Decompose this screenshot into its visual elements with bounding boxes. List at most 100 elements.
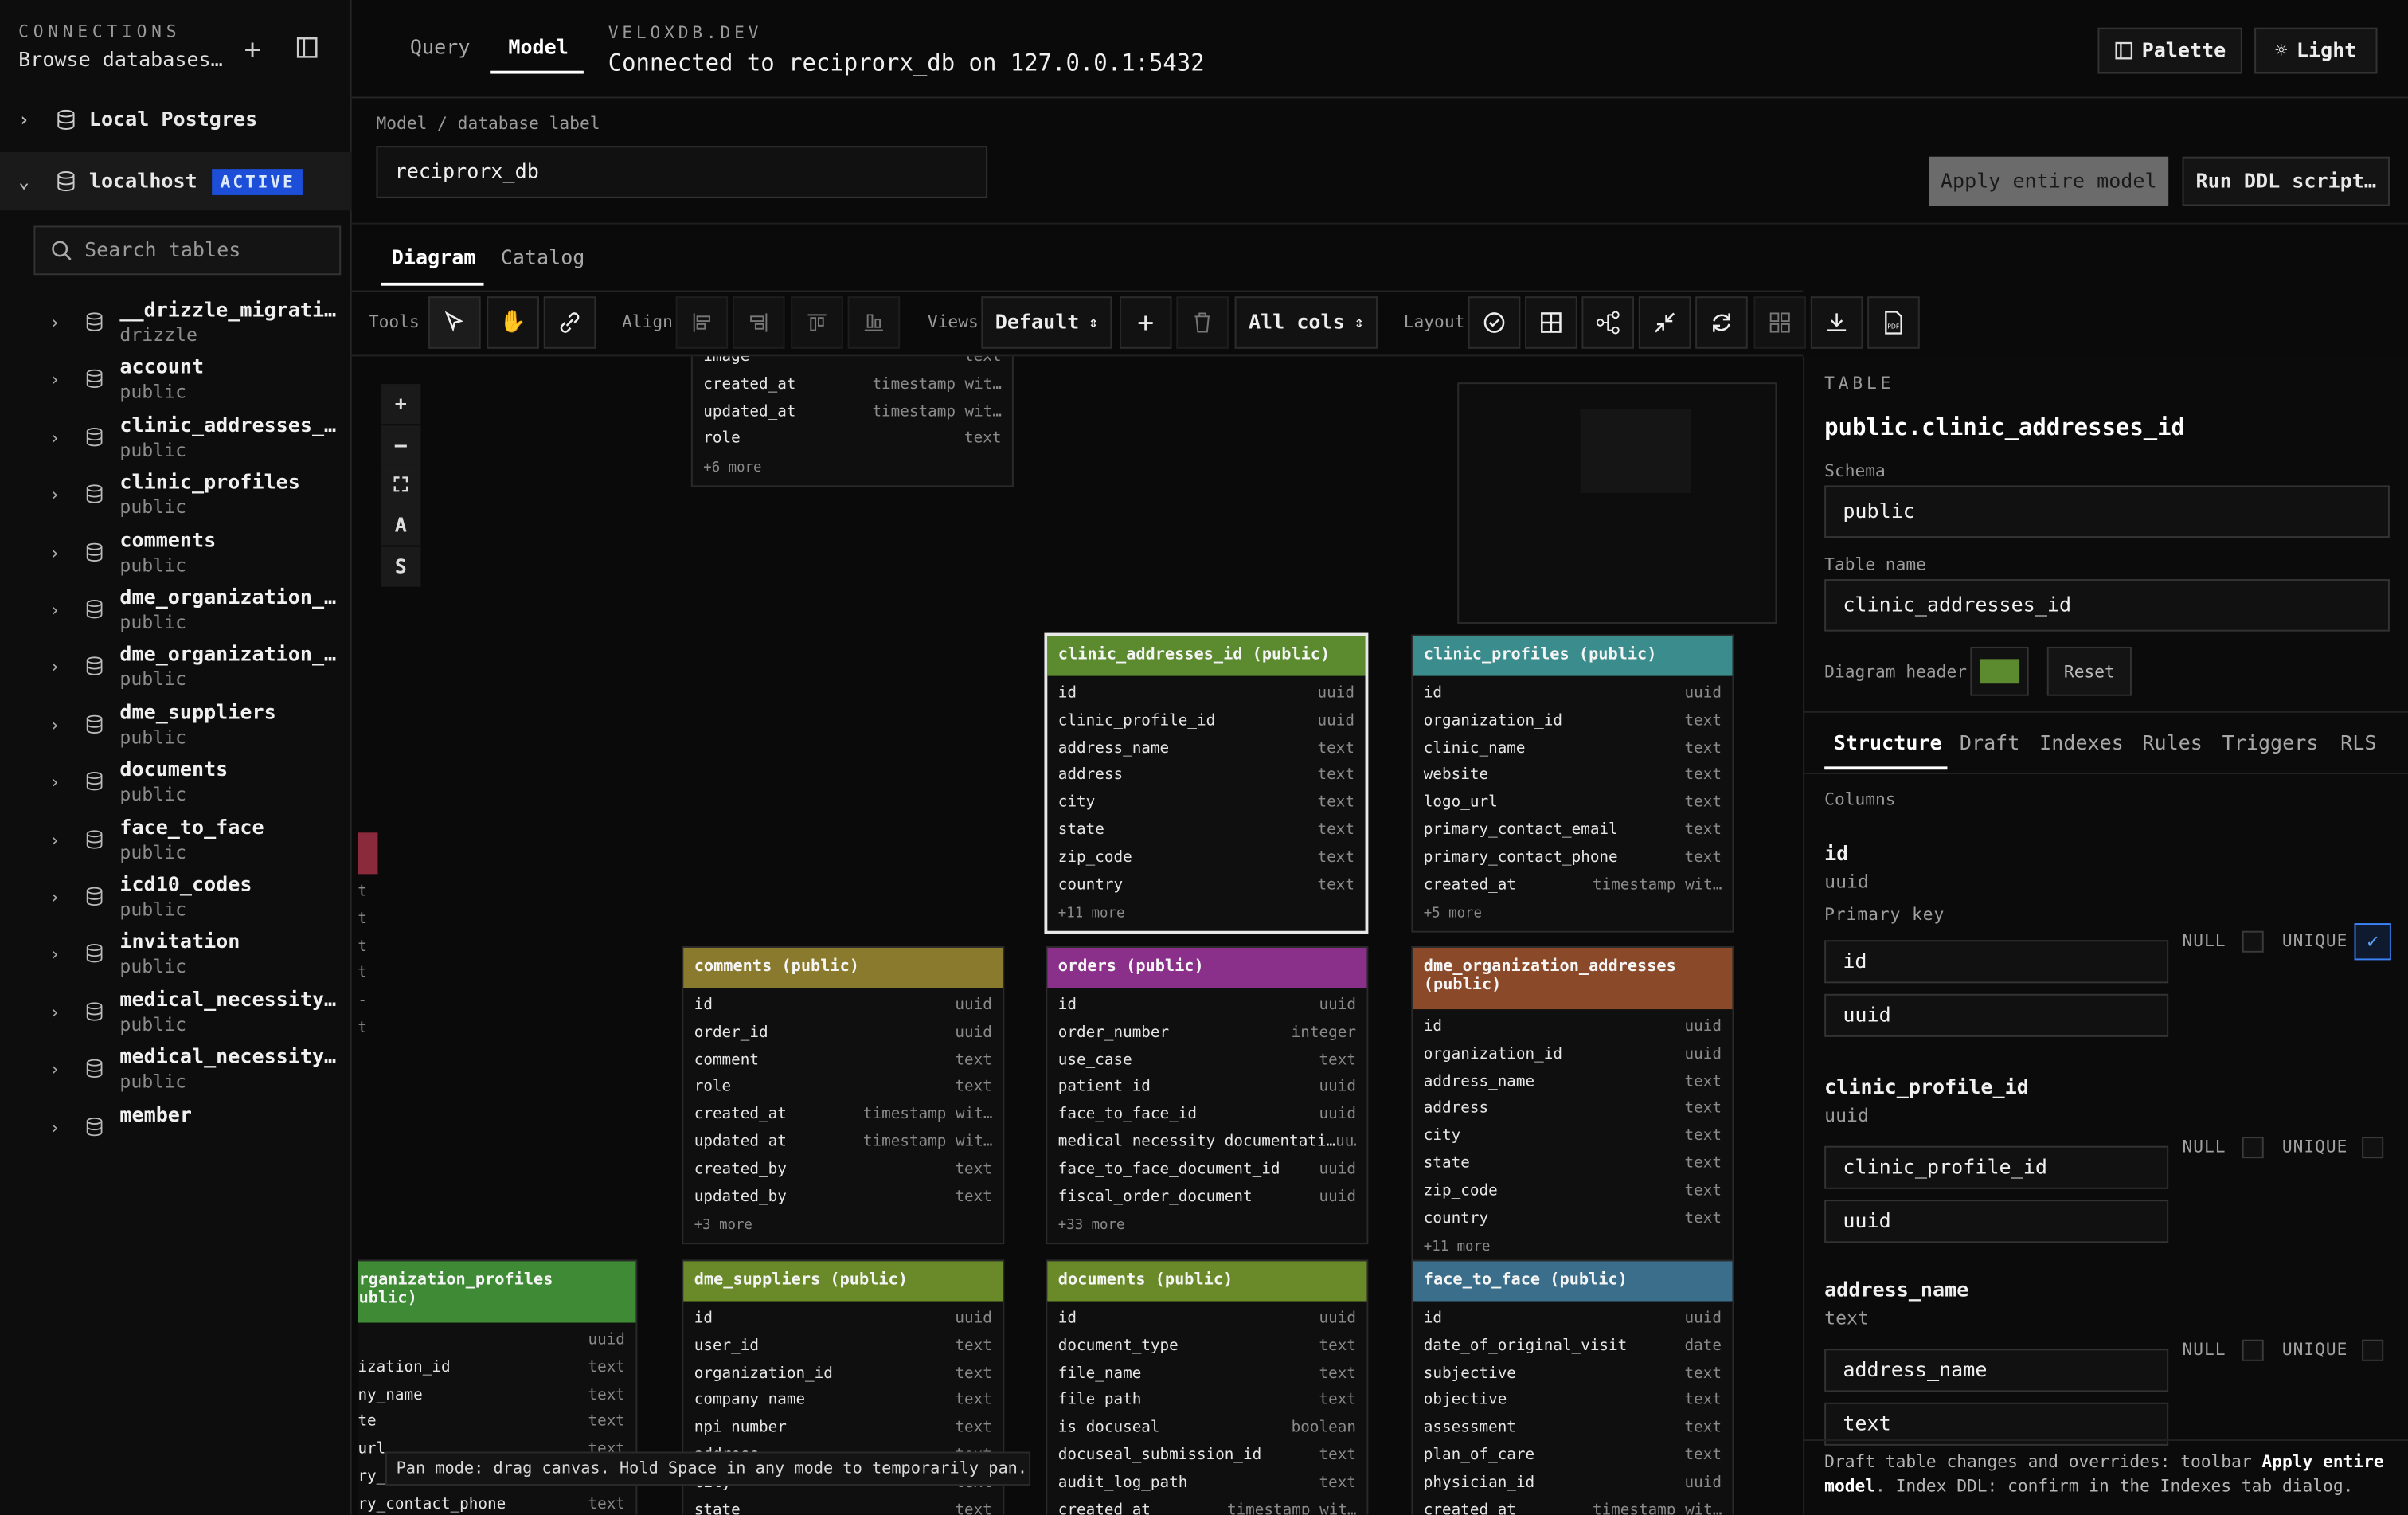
- tree-layout-button[interactable]: [1581, 296, 1635, 349]
- unique-checkbox[interactable]: [2362, 1339, 2384, 1361]
- pan-tool-button[interactable]: ✋: [487, 296, 539, 349]
- align-left-button[interactable]: [675, 296, 729, 349]
- compact-button[interactable]: [1638, 296, 1691, 349]
- schema-input[interactable]: public: [1824, 485, 2390, 538]
- column-name-input[interactable]: id: [1824, 940, 2169, 984]
- tab-query[interactable]: Query: [409, 37, 471, 61]
- export-pdf-button[interactable]: PDF: [1867, 296, 1920, 349]
- table-card-clinic-addresses-id[interactable]: clinic_addresses_id (public) id uuid clinic…: [1044, 632, 1369, 935]
- tab-catalog[interactable]: Catalog: [500, 247, 585, 271]
- add-view-button[interactable]: +: [1119, 296, 1172, 349]
- sidebar-table-item[interactable]: › clinic_addresses_… public: [0, 414, 352, 471]
- tab-triggers[interactable]: Triggers: [2222, 732, 2319, 756]
- link-tool-button[interactable]: [543, 296, 596, 349]
- table-schema: drizzle: [119, 323, 197, 346]
- column-name: audit_log_path: [1057, 1474, 1188, 1492]
- table-card-face-to-face[interactable]: face_to_face (public) id uuid date_of_origi…: [1411, 1259, 1734, 1515]
- tab-diagram[interactable]: Diagram: [391, 247, 476, 271]
- fit-view-button[interactable]: ⛶: [381, 465, 421, 506]
- zoom-out-button[interactable]: —: [381, 425, 421, 466]
- search-tables-field[interactable]: Search tables: [33, 225, 342, 276]
- views-select[interactable]: Default ⇕: [981, 296, 1112, 349]
- sidebar-table-item[interactable]: › member: [0, 1104, 352, 1161]
- unique-checkbox-checked[interactable]: ✓: [2354, 923, 2391, 961]
- connection-local-postgres[interactable]: › Local Postgres: [0, 91, 352, 149]
- sidebar-table-item[interactable]: › dme_organization_… public: [0, 644, 352, 701]
- tab-structure[interactable]: Structure: [1833, 732, 1942, 756]
- table-card-documents[interactable]: documents (public) id uuid document_type tex…: [1046, 1259, 1369, 1515]
- connection-localhost[interactable]: ⌄ localhost ACTIVE: [0, 151, 352, 211]
- add-connection-icon[interactable]: +: [244, 33, 261, 66]
- auto-layout-button[interactable]: [1468, 296, 1521, 349]
- minimap[interactable]: [1457, 382, 1777, 624]
- column-name-input[interactable]: clinic_profile_id: [1824, 1145, 2169, 1189]
- download-button[interactable]: [1810, 296, 1863, 349]
- tab-rules[interactable]: Rules: [2142, 732, 2203, 756]
- delete-view-button[interactable]: [1176, 296, 1229, 349]
- column-name: file_name: [1057, 1364, 1142, 1382]
- offscreen-table-header: [358, 832, 378, 875]
- columns-select[interactable]: All cols ⇕: [1234, 296, 1378, 349]
- table-card-dme-organization-addresses[interactable]: dme_organization_addresses (public) id uui…: [1411, 946, 1734, 1266]
- apply-entire-model-button[interactable]: Apply entire model: [1929, 156, 2169, 206]
- column-type: text: [1684, 1419, 1722, 1437]
- column-type-input[interactable]: uuid: [1824, 993, 2169, 1037]
- sidebar-table-item[interactable]: › comments public: [0, 530, 352, 586]
- column-name-input[interactable]: address_name: [1824, 1349, 2169, 1392]
- table-name-input[interactable]: clinic_addresses_id: [1824, 579, 2390, 632]
- sidebar-table-item[interactable]: › dme_organization_… public: [0, 587, 352, 644]
- table-name: comments: [119, 529, 217, 553]
- palette-button[interactable]: Palette: [2097, 27, 2242, 74]
- column-row: primary_contact_email text: [1413, 822, 1732, 849]
- sidebar-table-item[interactable]: › account public: [0, 357, 352, 413]
- table-card-user[interactable]: image text created_at timestamp wit… updated…: [690, 356, 1014, 487]
- align-right-button[interactable]: [732, 296, 785, 349]
- mode-s-button[interactable]: S: [381, 546, 421, 587]
- sidebar-table-item[interactable]: › invitation public: [0, 931, 352, 988]
- column-row: site text: [358, 1414, 635, 1441]
- column-type-input[interactable]: uuid: [1824, 1200, 2169, 1243]
- model-label-input[interactable]: reciprorx_db: [376, 146, 988, 198]
- column-row: clinic_name text: [1413, 740, 1732, 767]
- align-top-button[interactable]: [791, 296, 843, 349]
- connections-heading: CONNECTIONS: [18, 22, 182, 42]
- tab-draft[interactable]: Draft: [1959, 732, 2020, 756]
- unique-checkbox[interactable]: [2362, 1137, 2384, 1159]
- column-type-input[interactable]: text: [1824, 1402, 2169, 1446]
- null-checkbox[interactable]: [2242, 930, 2264, 953]
- table-card-clinic-profiles[interactable]: clinic_profiles (public) id uuid organizati…: [1411, 634, 1734, 934]
- column-row: organization_id text: [1413, 712, 1732, 739]
- column-type: text: [955, 1364, 992, 1382]
- reset-color-button[interactable]: Reset: [2046, 646, 2132, 696]
- select-tool-button[interactable]: [428, 296, 481, 349]
- sidebar-table-item[interactable]: › documents public: [0, 759, 352, 816]
- align-bottom-button[interactable]: [847, 296, 901, 349]
- sidebar-table-item[interactable]: › medical_necessity… public: [0, 1047, 352, 1103]
- sidebar-table-item[interactable]: › clinic_profiles public: [0, 472, 352, 528]
- arrange-button[interactable]: [1753, 296, 1807, 349]
- header-color-picker[interactable]: [1970, 646, 2029, 696]
- refresh-button[interactable]: [1695, 296, 1748, 349]
- tab-rls[interactable]: RLS: [2340, 732, 2377, 756]
- column-row: file_name text: [1047, 1365, 1366, 1392]
- sidebar-table-item[interactable]: › face_to_face public: [0, 816, 352, 873]
- table-card-header: clinic_profiles (public): [1413, 636, 1733, 676]
- toggle-sidebar-icon[interactable]: [296, 37, 318, 58]
- null-checkbox[interactable]: [2242, 1137, 2264, 1159]
- null-checkbox[interactable]: [2242, 1339, 2264, 1361]
- table-card-comments[interactable]: comments (public) id uuid order_id uuid comme…: [682, 946, 1005, 1245]
- database-icon: [86, 312, 103, 331]
- grid-layout-button[interactable]: [1525, 296, 1577, 349]
- tab-indexes[interactable]: Indexes: [2039, 732, 2124, 756]
- run-ddl-button[interactable]: Run DDL script…: [2182, 156, 2390, 206]
- light-theme-button[interactable]: ☼ Light: [2254, 27, 2378, 74]
- sidebar-table-item[interactable]: › icd10_codes public: [0, 874, 352, 930]
- table-card-orders[interactable]: orders (public) id uuid order_number integer…: [1046, 946, 1369, 1245]
- sidebar-table-item[interactable]: › medical_necessity… public: [0, 989, 352, 1046]
- mode-a-button[interactable]: A: [381, 505, 421, 546]
- tab-model[interactable]: Model: [508, 37, 569, 61]
- sidebar-table-item[interactable]: › __drizzle_migrati… drizzle: [0, 299, 352, 356]
- sidebar-table-item[interactable]: › dme_suppliers public: [0, 702, 352, 758]
- zoom-in-button[interactable]: +: [381, 384, 421, 425]
